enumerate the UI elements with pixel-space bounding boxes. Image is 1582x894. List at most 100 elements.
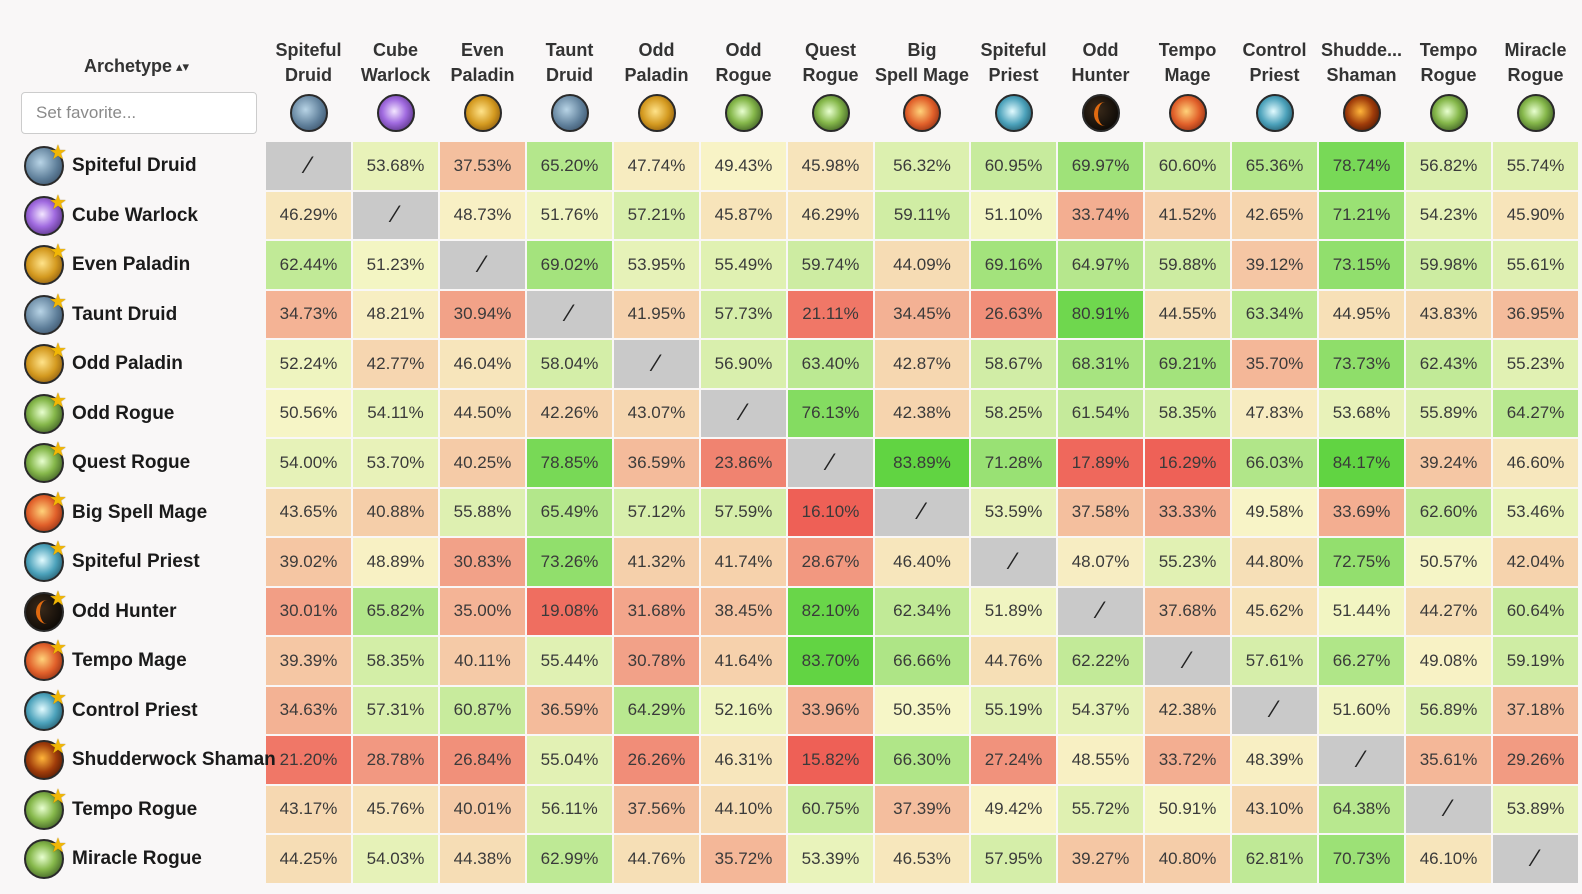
favorite-star-icon[interactable]: ★ <box>49 835 67 857</box>
winrate-cell[interactable]: 56.11% <box>527 785 612 833</box>
winrate-cell[interactable]: 45.90% <box>1493 191 1579 239</box>
column-header[interactable]: Odd Paladin <box>614 2 699 140</box>
winrate-cell[interactable]: 83.70% <box>788 637 873 685</box>
winrate-cell[interactable]: 35.70% <box>1232 340 1318 388</box>
mirror-cell[interactable]: ⁄ <box>971 538 1057 586</box>
winrate-cell[interactable]: 43.83% <box>1406 290 1492 338</box>
winrate-cell[interactable]: 59.74% <box>788 241 873 289</box>
winrate-cell[interactable]: 43.07% <box>614 389 699 437</box>
winrate-cell[interactable]: 44.76% <box>614 835 699 883</box>
winrate-cell[interactable]: 26.26% <box>614 736 699 784</box>
column-header[interactable]: Odd Hunter <box>1058 2 1143 140</box>
winrate-cell[interactable]: 34.73% <box>266 290 351 338</box>
winrate-cell[interactable]: 46.10% <box>1406 835 1492 883</box>
winrate-cell[interactable]: 40.25% <box>440 439 525 487</box>
winrate-cell[interactable]: 57.31% <box>353 686 438 734</box>
winrate-cell[interactable]: 39.12% <box>1232 241 1318 289</box>
winrate-cell[interactable]: 58.35% <box>353 637 438 685</box>
winrate-cell[interactable]: 53.68% <box>1319 389 1405 437</box>
winrate-cell[interactable]: 30.94% <box>440 290 525 338</box>
winrate-cell[interactable]: 31.68% <box>614 587 699 635</box>
winrate-cell[interactable]: 62.22% <box>1058 637 1144 685</box>
winrate-cell[interactable]: 60.64% <box>1493 587 1579 635</box>
mirror-cell[interactable]: ⁄ <box>1058 587 1144 635</box>
winrate-cell[interactable]: 58.04% <box>527 340 612 388</box>
winrate-cell[interactable]: 44.09% <box>875 241 970 289</box>
winrate-cell[interactable]: 71.21% <box>1319 191 1405 239</box>
row-header[interactable]: ★ Quest Rogue <box>2 439 264 487</box>
column-header[interactable]: Quest Rogue <box>788 2 873 140</box>
winrate-cell[interactable]: 55.23% <box>1145 538 1231 586</box>
winrate-cell[interactable]: 66.27% <box>1319 637 1405 685</box>
winrate-cell[interactable]: 73.73% <box>1319 340 1405 388</box>
winrate-cell[interactable]: 33.33% <box>1145 488 1231 536</box>
row-header[interactable]: ★ Big Spell Mage <box>2 489 264 537</box>
winrate-cell[interactable]: 50.56% <box>266 389 351 437</box>
column-header[interactable]: Control Priest <box>1232 2 1317 140</box>
winrate-cell[interactable]: 55.23% <box>1493 340 1579 388</box>
winrate-cell[interactable]: 68.31% <box>1058 340 1144 388</box>
winrate-cell[interactable]: 21.11% <box>788 290 873 338</box>
favorite-star-icon[interactable]: ★ <box>49 785 67 808</box>
winrate-cell[interactable]: 73.15% <box>1319 241 1405 289</box>
winrate-cell[interactable]: 62.60% <box>1406 488 1492 536</box>
favorite-star-icon[interactable]: ★ <box>49 488 67 511</box>
mirror-cell[interactable]: ⁄ <box>614 340 699 388</box>
row-header[interactable]: ★ Spiteful Priest <box>2 538 264 586</box>
row-header[interactable]: ★ Tempo Rogue <box>2 786 264 834</box>
winrate-cell[interactable]: 58.25% <box>971 389 1057 437</box>
winrate-cell[interactable]: 46.29% <box>266 191 351 239</box>
winrate-cell[interactable]: 41.74% <box>701 538 786 586</box>
winrate-cell[interactable]: 52.24% <box>266 340 351 388</box>
winrate-cell[interactable]: 46.31% <box>701 736 786 784</box>
winrate-cell[interactable]: 50.35% <box>875 686 970 734</box>
winrate-cell[interactable]: 64.27% <box>1493 389 1579 437</box>
favorite-star-icon[interactable]: ★ <box>49 439 67 461</box>
winrate-cell[interactable]: 57.12% <box>614 488 699 536</box>
archetype-sort-button[interactable]: Archetype ▴▾ <box>84 56 189 77</box>
winrate-cell[interactable]: 30.83% <box>440 538 525 586</box>
winrate-cell[interactable]: 40.11% <box>440 637 525 685</box>
winrate-cell[interactable]: 57.59% <box>701 488 786 536</box>
winrate-cell[interactable]: 37.68% <box>1145 587 1231 635</box>
mirror-cell[interactable]: ⁄ <box>875 488 970 536</box>
winrate-cell[interactable]: 44.38% <box>440 835 525 883</box>
winrate-cell[interactable]: 53.46% <box>1493 488 1579 536</box>
winrate-cell[interactable]: 30.01% <box>266 587 351 635</box>
column-header[interactable]: Cube Warlock <box>353 2 438 140</box>
row-header[interactable]: ★ Odd Paladin <box>2 340 264 388</box>
winrate-cell[interactable]: 35.61% <box>1406 736 1492 784</box>
winrate-cell[interactable]: 42.26% <box>527 389 612 437</box>
winrate-cell[interactable]: 37.58% <box>1058 488 1144 536</box>
winrate-cell[interactable]: 48.39% <box>1232 736 1318 784</box>
mirror-cell[interactable]: ⁄ <box>1232 686 1318 734</box>
winrate-cell[interactable]: 39.27% <box>1058 835 1144 883</box>
winrate-cell[interactable]: 59.88% <box>1145 241 1231 289</box>
winrate-cell[interactable]: 78.74% <box>1319 142 1405 190</box>
winrate-cell[interactable]: 42.04% <box>1493 538 1579 586</box>
winrate-cell[interactable]: 60.75% <box>788 785 873 833</box>
winrate-cell[interactable]: 49.08% <box>1406 637 1492 685</box>
winrate-cell[interactable]: 36.59% <box>527 686 612 734</box>
winrate-cell[interactable]: 54.11% <box>353 389 438 437</box>
winrate-cell[interactable]: 55.89% <box>1406 389 1492 437</box>
winrate-cell[interactable]: 76.13% <box>788 389 873 437</box>
favorite-star-icon[interactable]: ★ <box>49 340 67 362</box>
winrate-cell[interactable]: 83.89% <box>875 439 970 487</box>
column-header[interactable]: Shudde... Shaman <box>1319 2 1404 140</box>
winrate-cell[interactable]: 63.34% <box>1232 290 1318 338</box>
winrate-cell[interactable]: 48.07% <box>1058 538 1144 586</box>
winrate-cell[interactable]: 46.29% <box>788 191 873 239</box>
winrate-cell[interactable]: 44.50% <box>440 389 525 437</box>
winrate-cell[interactable]: 62.81% <box>1232 835 1318 883</box>
winrate-cell[interactable]: 41.95% <box>614 290 699 338</box>
winrate-cell[interactable]: 53.89% <box>1493 785 1579 833</box>
winrate-cell[interactable]: 33.74% <box>1058 191 1144 239</box>
winrate-cell[interactable]: 26.84% <box>440 736 525 784</box>
winrate-cell[interactable]: 36.95% <box>1493 290 1579 338</box>
winrate-cell[interactable]: 60.95% <box>971 142 1057 190</box>
winrate-cell[interactable]: 49.58% <box>1232 488 1318 536</box>
row-header[interactable]: ★ Shudderwock Shaman <box>2 736 276 784</box>
winrate-cell[interactable]: 42.87% <box>875 340 970 388</box>
favorite-star-icon[interactable]: ★ <box>49 736 67 758</box>
